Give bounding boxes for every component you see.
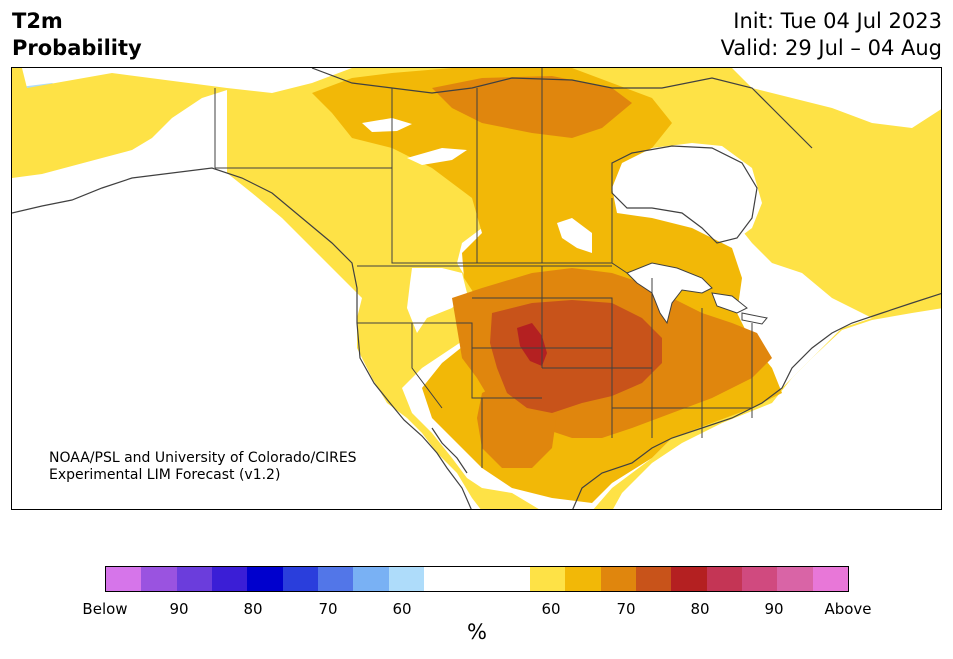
colorbar-unit-label: % bbox=[467, 620, 487, 644]
forecast-dates: Init: Tue 04 Jul 2023 Valid: 29 Jul – 04… bbox=[721, 8, 942, 62]
neutral-patch-canada-2 bbox=[407, 148, 467, 165]
map-canvas bbox=[12, 68, 941, 509]
colorbar-tick-label: 90 bbox=[169, 600, 189, 618]
neutral-atlantic bbox=[613, 308, 941, 509]
colorbar-segment bbox=[247, 567, 283, 591]
map-title: T2m Probability bbox=[12, 8, 142, 62]
colorbar-tick-label: Below bbox=[82, 600, 128, 618]
above-70-canada bbox=[432, 76, 632, 138]
colorbar-tick-label: 60 bbox=[541, 600, 561, 618]
colorbar-tick-label: 90 bbox=[764, 600, 784, 618]
colorbar-tick-label: 70 bbox=[318, 600, 338, 618]
colorbar-segment bbox=[141, 567, 177, 591]
colorbar-tick-label: 60 bbox=[392, 600, 412, 618]
neutral-patch-canada-1 bbox=[362, 118, 412, 132]
init-date: Init: Tue 04 Jul 2023 bbox=[733, 9, 942, 33]
colorbar-tick-label: Above bbox=[824, 600, 872, 618]
probability-map bbox=[11, 67, 942, 510]
colorbar-segment bbox=[565, 567, 601, 591]
neutral-hudson bbox=[607, 143, 762, 243]
colorbar-tick-label: 80 bbox=[690, 600, 710, 618]
colorbar-segment bbox=[353, 567, 389, 591]
colorbar-segment bbox=[317, 567, 354, 591]
colorbar-segment bbox=[211, 567, 248, 591]
valid-date: Valid: 29 Jul – 04 Aug bbox=[720, 36, 942, 60]
colorbar-tick-label: 80 bbox=[243, 600, 263, 618]
neutral-arctic-bits bbox=[732, 68, 941, 128]
colorbar-segment bbox=[777, 567, 813, 591]
colorbar-segment bbox=[106, 567, 142, 591]
coastlines bbox=[12, 68, 941, 509]
above-80-region bbox=[517, 323, 547, 366]
colorbar-segment bbox=[600, 567, 636, 591]
neutral-patch-canada-3 bbox=[557, 218, 592, 253]
colorbar-segment bbox=[282, 567, 318, 591]
colorbar-tick-label: 70 bbox=[616, 600, 636, 618]
credit-line-2: Experimental LIM Forecast (v1.2) bbox=[49, 467, 281, 483]
neutral-pacific bbox=[12, 90, 481, 509]
colorbar-segment bbox=[388, 567, 424, 591]
title-line-2: Probability bbox=[12, 36, 142, 60]
colorbar-segment bbox=[741, 567, 778, 591]
colorbar bbox=[105, 566, 849, 592]
colorbar-segment bbox=[529, 567, 566, 591]
political-borders bbox=[214, 68, 753, 468]
credit-line-1: NOAA/PSL and University of Colorado/CIRE… bbox=[49, 450, 357, 466]
colorbar-segment bbox=[176, 567, 212, 591]
colorbar-segment bbox=[635, 567, 672, 591]
colorbar-segment bbox=[812, 567, 848, 591]
title-line-1: T2m bbox=[12, 9, 63, 33]
neutral-west-us bbox=[407, 268, 467, 333]
colorbar-segment bbox=[706, 567, 742, 591]
colorbar-segment-neutral bbox=[423, 567, 530, 591]
credit-text: NOAA/PSL and University of Colorado/CIRE… bbox=[49, 450, 357, 484]
colorbar-segment bbox=[671, 567, 707, 591]
